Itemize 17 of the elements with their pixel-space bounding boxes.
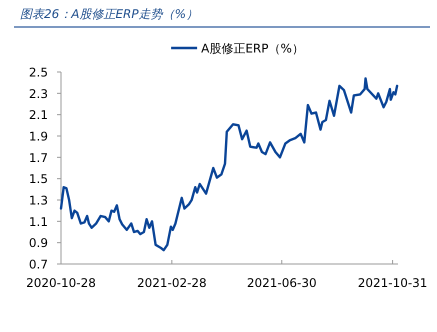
y-tick-label: 0.7 xyxy=(28,258,48,272)
y-tick-label: 1.5 xyxy=(28,172,48,186)
y-tick-label: 2.3 xyxy=(28,86,48,101)
y-tick-label: 1.1 xyxy=(28,214,48,229)
x-tick-label: 2021-02-28 xyxy=(136,276,207,290)
line-series xyxy=(60,77,398,252)
legend-label: A股修正ERP（%） xyxy=(201,42,304,56)
chart-title: 图表26：A股修正ERP走势（%） xyxy=(20,7,198,21)
y-tick-label: 1.9 xyxy=(28,130,48,144)
x-tick-label: 2021-10-31 xyxy=(358,276,428,290)
x-tick-label: 2021-06-30 xyxy=(246,276,317,290)
y-tick-label: 1.3 xyxy=(28,194,48,208)
y-tick-label: 2.5 xyxy=(28,66,48,80)
x-tick-label: 2020-10-28 xyxy=(26,276,96,290)
y-tick-label: 1.7 xyxy=(28,150,48,165)
y-tick-label: 2.1 xyxy=(28,108,48,122)
y-tick-label: 0.9 xyxy=(28,236,48,250)
